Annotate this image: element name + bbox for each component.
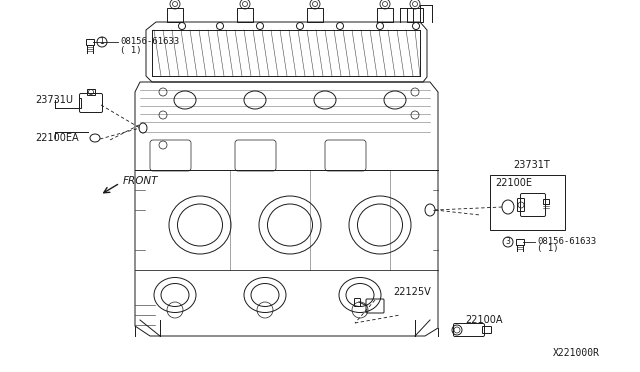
Text: X221000R: X221000R <box>553 348 600 358</box>
Text: 22100E: 22100E <box>495 178 532 188</box>
Text: ( 1): ( 1) <box>120 45 141 55</box>
Text: 08156-61633: 08156-61633 <box>537 237 596 246</box>
Text: 22100EA: 22100EA <box>35 133 79 143</box>
Text: 08156-61633: 08156-61633 <box>120 38 179 46</box>
Text: 22100A: 22100A <box>465 315 502 325</box>
Text: 22125V: 22125V <box>393 287 431 297</box>
Text: 23731T: 23731T <box>514 160 550 170</box>
Text: 3: 3 <box>506 237 511 247</box>
Text: 23731U: 23731U <box>35 95 73 105</box>
Text: 1: 1 <box>100 38 104 46</box>
Text: ( 1): ( 1) <box>537 244 559 253</box>
Text: FRONT: FRONT <box>123 176 159 186</box>
